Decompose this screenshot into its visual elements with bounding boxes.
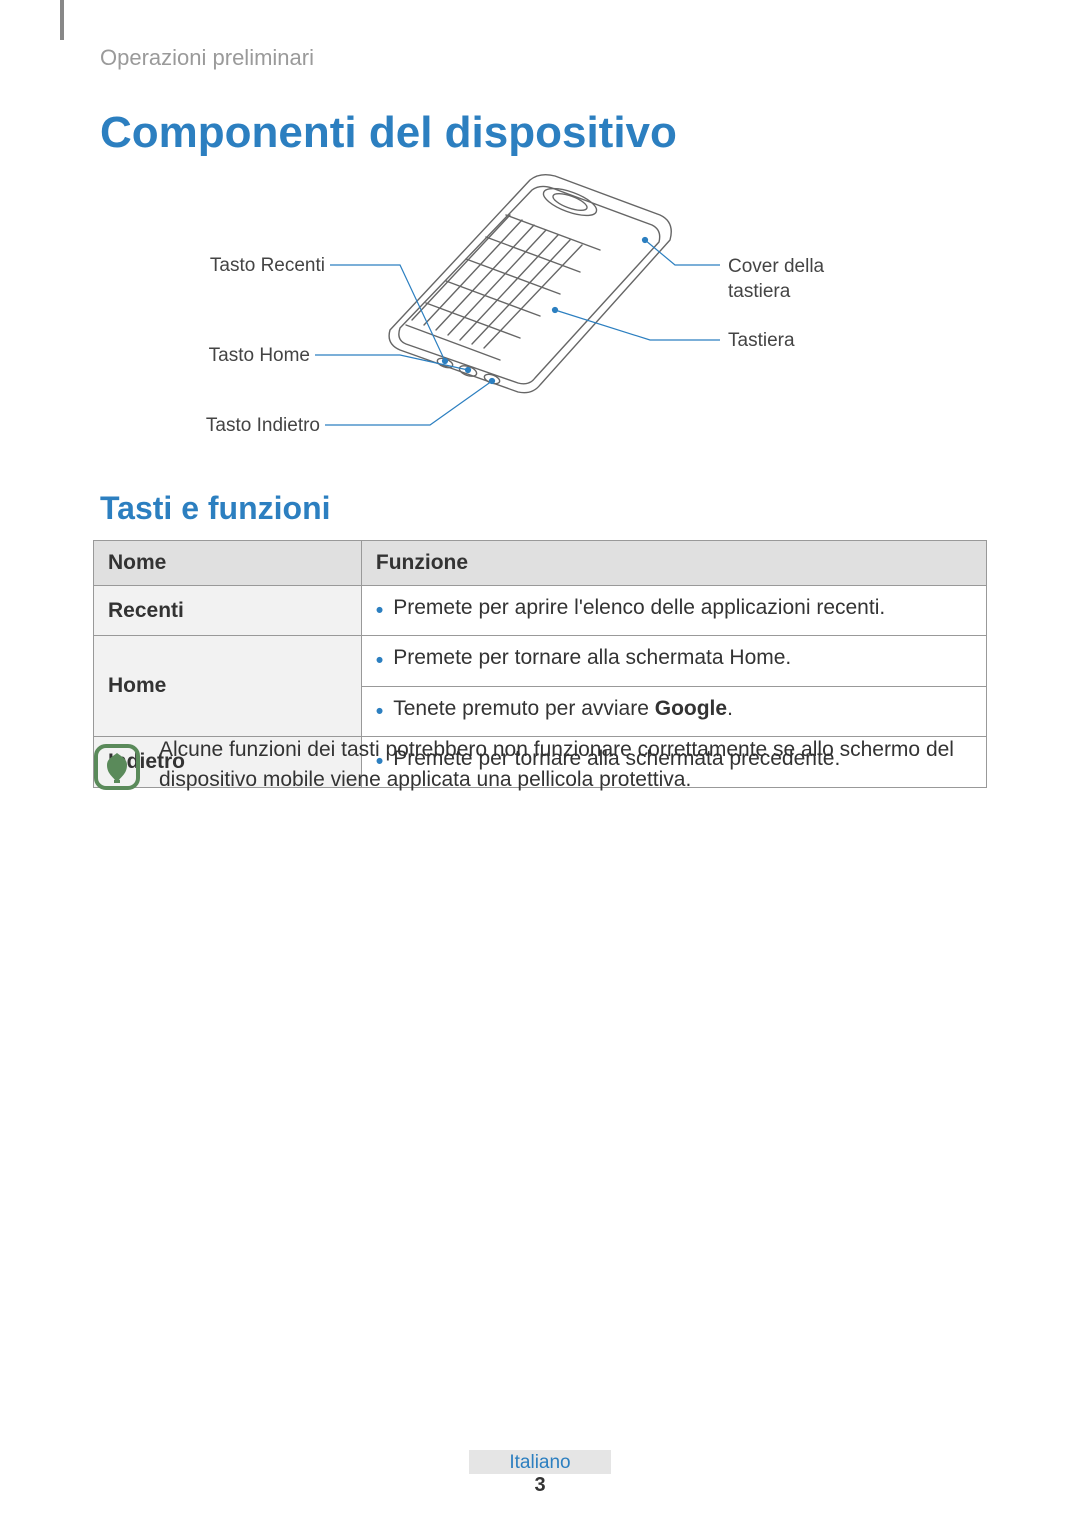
- page-edge-marker: [60, 0, 64, 40]
- page-title: Componenti del dispositivo: [100, 108, 677, 158]
- footer-page-number: 3: [0, 1474, 1080, 1497]
- diagram-label-cover: Cover della tastiera: [728, 255, 888, 304]
- page-footer: Italiano 3: [0, 1450, 1080, 1497]
- note-text: Alcune funzioni dei tasti potrebbero non…: [159, 735, 987, 796]
- table-header-func: Funzione: [361, 541, 986, 586]
- note-icon: [93, 743, 141, 791]
- row-func-text: Premete per aprire l'elenco delle applic…: [393, 596, 885, 620]
- bullet-icon: •: [376, 697, 383, 726]
- row-name: Recenti: [94, 586, 362, 636]
- row-name: Home: [94, 636, 362, 737]
- section-subtitle: Tasti e funzioni: [100, 490, 331, 527]
- bullet-icon: •: [376, 596, 383, 625]
- table-header-name: Nome: [94, 541, 362, 586]
- note-block: Alcune funzioni dei tasti potrebbero non…: [93, 735, 987, 796]
- diagram-label-home: Tasto Home: [100, 345, 310, 367]
- breadcrumb: Operazioni preliminari: [100, 45, 314, 71]
- bullet-icon: •: [376, 646, 383, 675]
- diagram-label-recenti: Tasto Recenti: [100, 255, 325, 277]
- row-func-text: Tenete premuto per avviare Google.: [393, 697, 733, 721]
- row-func-text: Premete per tornare alla schermata Home.: [393, 646, 791, 670]
- device-diagram: Tasto Recenti Tasto Home Tasto Indietro …: [100, 170, 980, 460]
- diagram-label-indietro: Tasto Indietro: [100, 415, 320, 437]
- table-row: Recenti • Premete per aprire l'elenco del…: [94, 586, 987, 636]
- table-row: Home •Premete per tornare alla schermata…: [94, 636, 987, 686]
- footer-language: Italiano: [469, 1450, 610, 1474]
- diagram-label-tastiera: Tastiera: [728, 330, 795, 352]
